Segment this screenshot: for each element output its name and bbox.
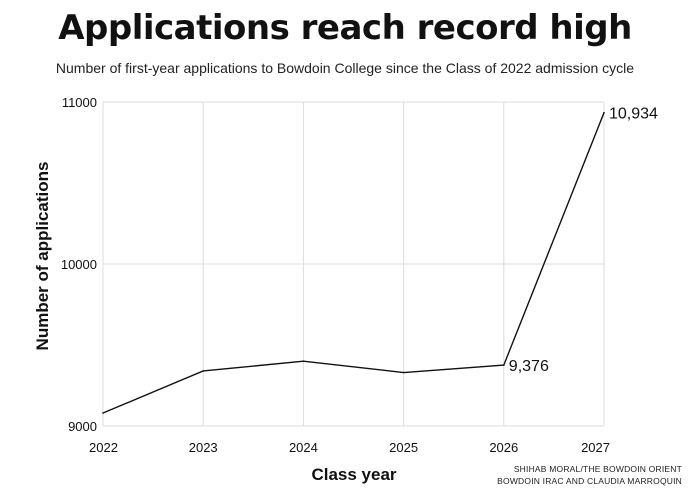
x-tick-label: 2023 [189,440,218,455]
chart-title: Applications reach record high [58,8,632,48]
series-group [102,111,605,414]
tick-labels: 9000 10000 11000 2022 2023 2024 2025 2026 2027 [61,95,610,455]
x-tick-label: 2026 [489,440,518,455]
data-point [202,370,204,372]
y-tick-label: 9000 [68,419,97,434]
x-tick-label: 2027 [581,440,610,455]
credit-line-1: SHIHAB MORAL/THE BOWDOIN ORIENT [513,464,682,474]
data-point [102,412,104,414]
data-point [503,364,505,366]
grid-lines [102,101,605,427]
x-tick-label: 2022 [89,440,118,455]
data-label: 10,934 [609,106,658,123]
data-label: 9,376 [509,358,549,375]
series-line [102,112,605,414]
x-tick-label: 2025 [389,440,418,455]
data-point [402,371,405,374]
data-labels: 9,376 10,934 [509,106,658,375]
y-tick-label: 10000 [61,257,97,272]
chart-subtitle: Number of first-year applications to Bow… [55,60,635,76]
credit-line-2: BOWDOIN IRAC AND CLAUDIA MARROQUIN [497,476,682,486]
y-tick-label: 11000 [62,95,97,110]
x-tick-label: 2024 [289,440,318,455]
data-point [603,111,605,114]
data-point [302,360,305,363]
x-axis-title: Class year [311,465,396,484]
y-axis-title: Number of applications [33,162,52,351]
